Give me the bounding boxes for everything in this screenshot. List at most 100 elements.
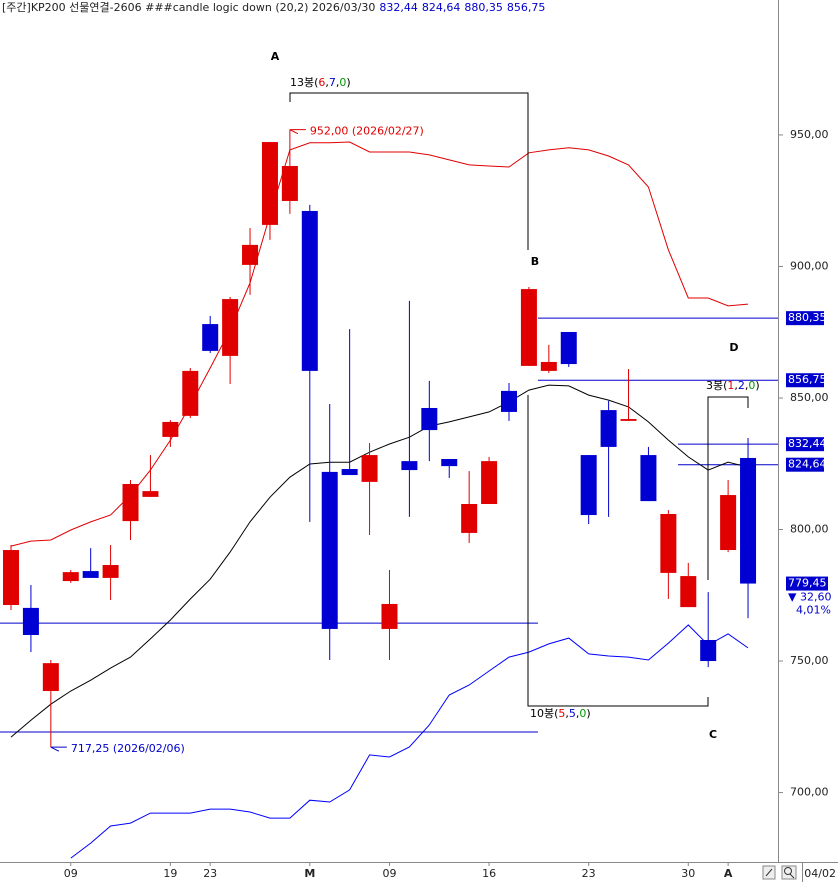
bracket-part: 5 bbox=[569, 707, 576, 720]
bracket bbox=[527, 395, 709, 707]
bracket bbox=[707, 396, 749, 580]
y-tick-label: 800,00 bbox=[790, 523, 829, 536]
candle-body bbox=[122, 484, 139, 522]
last-label: 779,45 bbox=[788, 577, 827, 590]
bracket-part: , bbox=[565, 707, 569, 720]
extreme-label: 952,00 (2026/02/27) bbox=[310, 125, 424, 138]
bracket-part: 0 bbox=[748, 379, 755, 392]
x-tick-label: 23 bbox=[582, 867, 596, 880]
x-tick-label: M bbox=[304, 867, 315, 880]
candle-body bbox=[42, 663, 59, 692]
bracket-part: 2 bbox=[738, 379, 745, 392]
extreme-label: 717,25 (2026/02/06) bbox=[71, 742, 185, 755]
bracket-part: 1 bbox=[727, 379, 734, 392]
y-tick-label: 950,00 bbox=[790, 128, 829, 141]
candle-body bbox=[680, 576, 697, 608]
candle-body bbox=[481, 461, 498, 504]
header: [주간]KP200 선물연결-2606 ###candle logic down… bbox=[2, 1, 545, 14]
candle-body bbox=[660, 513, 677, 573]
candle-body bbox=[740, 457, 757, 584]
bracket-part: , bbox=[576, 707, 580, 720]
candle-body bbox=[162, 421, 179, 437]
candle-body bbox=[441, 459, 458, 467]
candle-body bbox=[142, 491, 159, 497]
annotation: A bbox=[271, 50, 280, 63]
annotation: D bbox=[729, 341, 738, 354]
candle-body bbox=[222, 299, 239, 356]
candle-body bbox=[341, 469, 358, 476]
candle-body bbox=[102, 565, 119, 578]
icon bbox=[765, 868, 773, 877]
bracket-part: 0 bbox=[339, 76, 346, 89]
band-line bbox=[70, 624, 749, 859]
candle-body bbox=[22, 607, 39, 635]
last-box bbox=[786, 576, 828, 591]
candle-body bbox=[182, 370, 199, 416]
level-label: 824,64 bbox=[788, 458, 827, 471]
candle-body bbox=[381, 603, 398, 629]
y-tick-label: 750,00 bbox=[790, 654, 829, 667]
candle-body bbox=[82, 571, 99, 578]
level-label: 832,44 bbox=[788, 437, 827, 450]
candle-body bbox=[501, 390, 517, 412]
level-label: 856,75 bbox=[788, 373, 827, 386]
annotation: C bbox=[709, 728, 717, 741]
candle-body bbox=[620, 419, 637, 421]
candle-body bbox=[520, 289, 537, 366]
x-tick-label: 30 bbox=[681, 867, 695, 880]
header-part: 880,35 bbox=[464, 1, 503, 14]
candle-body bbox=[3, 550, 19, 606]
bracket-part: 13봉( bbox=[290, 76, 318, 89]
candle-body bbox=[640, 455, 657, 502]
level-box bbox=[786, 373, 824, 388]
icon bbox=[784, 867, 792, 875]
candle-body bbox=[580, 455, 597, 516]
bracket-part: ) bbox=[586, 707, 590, 720]
x-tick-label: 09 bbox=[64, 867, 78, 880]
bracket-part: 0 bbox=[579, 707, 586, 720]
candle-body bbox=[281, 165, 298, 201]
bracket-part: ) bbox=[346, 76, 350, 89]
bracket-part: 6 bbox=[318, 76, 325, 89]
candle-body bbox=[720, 495, 737, 551]
candle-body bbox=[540, 361, 557, 371]
candle-body bbox=[560, 331, 577, 365]
extreme-pointer bbox=[289, 129, 306, 135]
bracket-part: 5 bbox=[558, 707, 565, 720]
x-tick-label: A bbox=[724, 867, 733, 880]
extreme-pointer bbox=[50, 746, 67, 752]
icon bbox=[789, 873, 795, 879]
bracket-part: , bbox=[734, 379, 738, 392]
candle-body bbox=[700, 639, 717, 662]
bracket-part: ) bbox=[755, 379, 759, 392]
x-end-label: 04/02 bbox=[804, 867, 836, 880]
level-box bbox=[786, 311, 824, 326]
bracket bbox=[289, 92, 529, 250]
candle-body bbox=[361, 455, 378, 482]
candle-body bbox=[62, 572, 79, 582]
header-part: 832,44 bbox=[379, 1, 418, 14]
bracket-part: , bbox=[325, 76, 329, 89]
bracket-part: 7 bbox=[329, 76, 336, 89]
level-box bbox=[786, 457, 824, 472]
candle-body bbox=[461, 503, 478, 533]
bracket-part: 3봉( bbox=[706, 379, 727, 392]
y-tick-label: 850,00 bbox=[790, 391, 829, 404]
bracket-label: 13봉(6,7,0) bbox=[290, 76, 351, 89]
header-part: [주간]KP200 선물연결-2606 ###candle logic down… bbox=[2, 1, 375, 14]
level-box bbox=[786, 437, 824, 452]
candle-body bbox=[600, 410, 617, 447]
annotation: B bbox=[531, 255, 539, 268]
bracket-label: 3봉(1,2,0) bbox=[706, 379, 760, 392]
change-label: ▼ 32,60 bbox=[788, 591, 831, 604]
bracket-part: 10봉( bbox=[530, 707, 558, 720]
candle-body bbox=[202, 324, 219, 351]
change-pct-label: 4,01% bbox=[796, 604, 831, 617]
candle-body bbox=[301, 210, 318, 371]
candle-body bbox=[261, 142, 278, 225]
y-tick-label: 900,00 bbox=[790, 259, 829, 272]
header-part: 824,64 bbox=[422, 1, 461, 14]
zoom-button[interactable] bbox=[781, 865, 797, 880]
